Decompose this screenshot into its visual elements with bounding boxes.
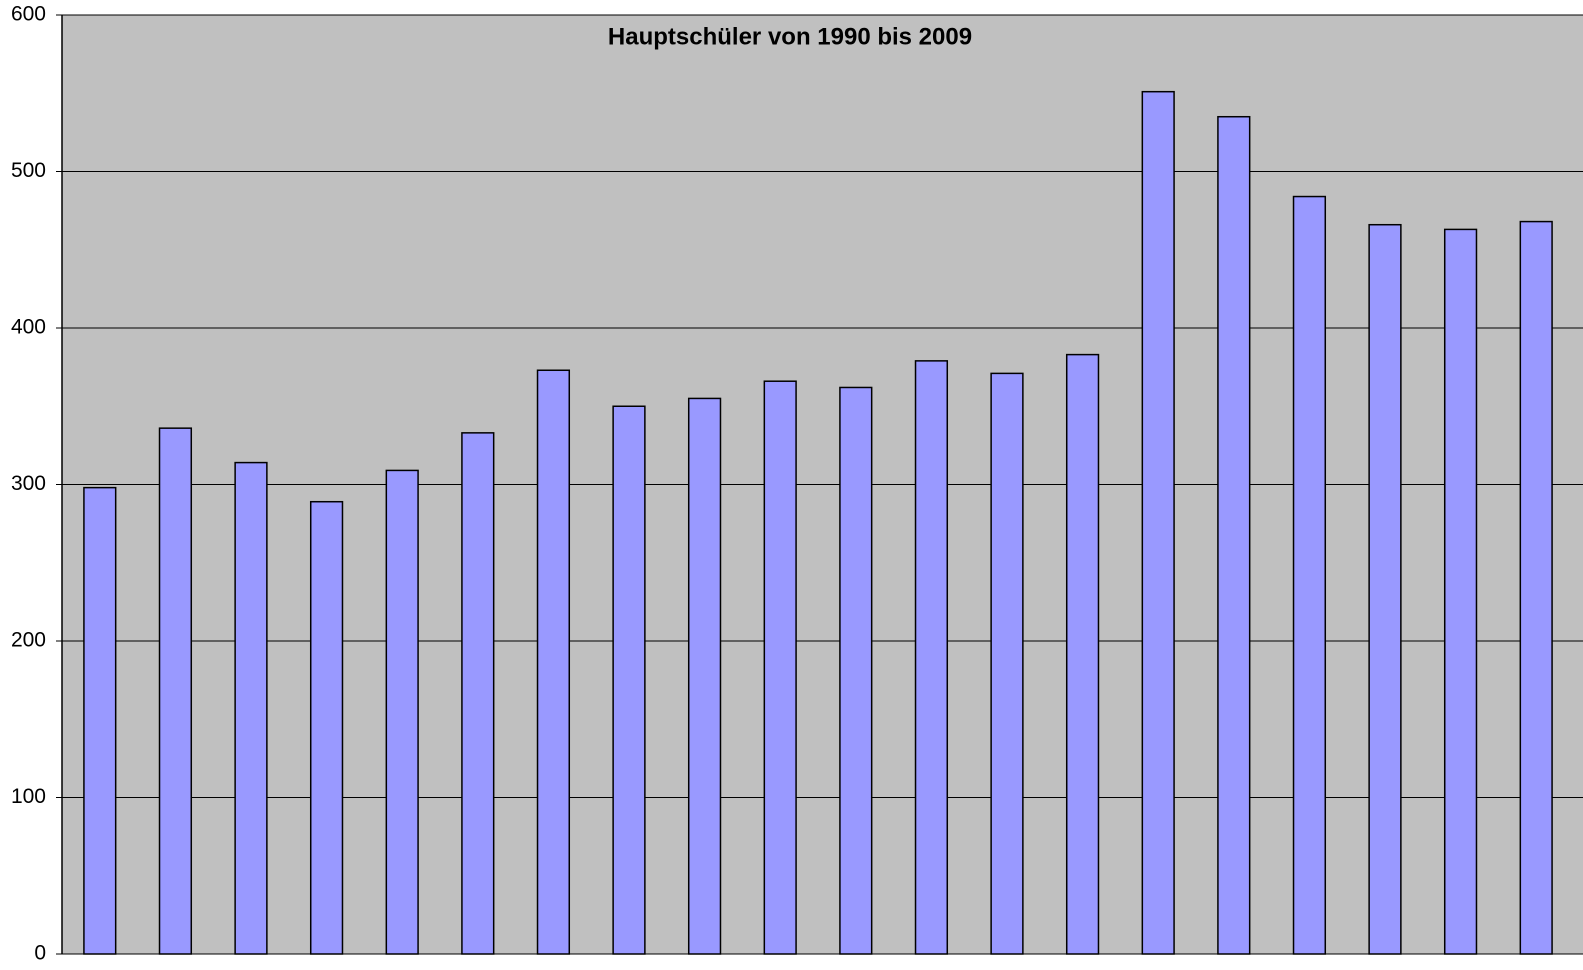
bar (689, 398, 721, 954)
bar (311, 502, 343, 954)
chart: 0 100 200 300 400 500 600 Hauptschüler von 1990… (0, 0, 1583, 970)
bar (1369, 225, 1401, 954)
bar (1520, 222, 1552, 954)
bar (386, 470, 418, 954)
y-tick-label: 400 (11, 316, 46, 339)
bar (235, 463, 267, 954)
y-tick-label: 300 (11, 472, 46, 495)
bar (1445, 229, 1477, 954)
bar (1142, 92, 1174, 954)
bar (160, 428, 192, 954)
bar (840, 387, 872, 954)
bar (1294, 197, 1326, 954)
bar (613, 406, 645, 954)
y-tick-label: 500 (11, 159, 46, 182)
bar (991, 373, 1023, 954)
y-tick-label: 100 (11, 785, 46, 808)
bar (764, 381, 796, 954)
y-tick-label: 0 (34, 942, 46, 965)
y-tick-label: 200 (11, 629, 46, 652)
bar (538, 370, 570, 954)
y-tick-label: 600 (11, 3, 46, 26)
bar (1067, 355, 1099, 954)
bar (916, 361, 948, 954)
bar (84, 488, 116, 954)
chart-title: Hauptschüler von 1990 bis 2009 (608, 23, 972, 50)
bar (1218, 117, 1250, 954)
bar (462, 433, 494, 954)
